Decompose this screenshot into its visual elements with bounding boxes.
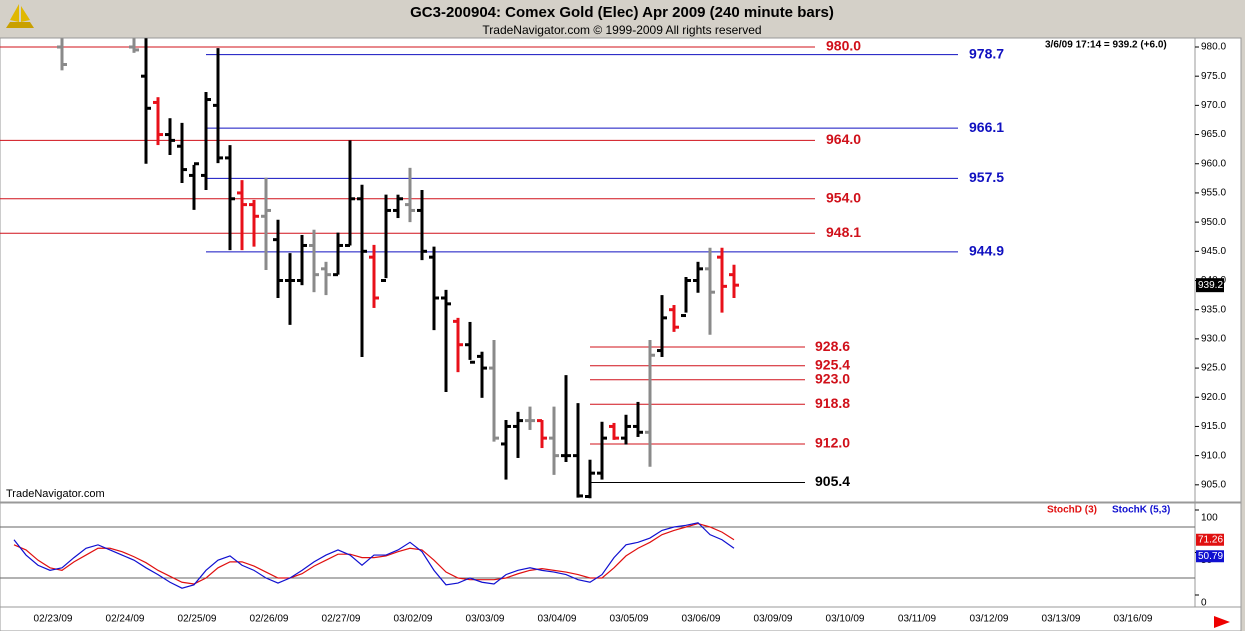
x-tick-label: 03/03/09 xyxy=(466,614,505,625)
last-value-box xyxy=(1196,550,1224,563)
level-label: 948.1 xyxy=(826,224,861,240)
y-tick-label: 950.0 xyxy=(1201,217,1226,228)
y-tick-label: 980.0 xyxy=(1201,42,1226,53)
level-label: 944.9 xyxy=(969,243,1004,259)
level-label: 957.5 xyxy=(969,169,1004,185)
x-tick-label: 02/26/09 xyxy=(250,614,289,625)
x-tick-label: 03/05/09 xyxy=(610,614,649,625)
date-strip xyxy=(0,606,1242,632)
level-label: 925.4 xyxy=(815,356,850,372)
y-tick-label: 915.0 xyxy=(1201,421,1226,432)
legend-entry: StochD (3) xyxy=(1047,505,1097,516)
y-tick-label: 965.0 xyxy=(1201,129,1226,140)
level-label: 928.6 xyxy=(815,338,850,354)
level-label: 954.0 xyxy=(826,189,861,205)
y-tick-label: 100 xyxy=(1201,513,1218,524)
level-label: 980.0 xyxy=(826,38,861,54)
x-tick-label: 03/10/09 xyxy=(826,614,865,625)
y-tick-label: 905.0 xyxy=(1201,479,1226,490)
watermark: TradeNavigator.com xyxy=(6,488,105,500)
logo xyxy=(6,4,34,28)
y-tick-label: 0 xyxy=(1201,598,1207,609)
subtitle: TradeNavigator.com © 1999-2009 All right… xyxy=(482,23,761,37)
quote: 3/6/09 17:14 = 939.2 (+6.0) xyxy=(1045,40,1167,51)
x-tick-label: 03/04/09 xyxy=(538,614,577,625)
last-value: 50.79 xyxy=(1198,551,1223,562)
level-label: 966.1 xyxy=(969,119,1004,135)
x-tick-label: 03/11/09 xyxy=(898,614,937,625)
y-tick-label: 945.0 xyxy=(1201,246,1226,257)
y-tick-label: 970.0 xyxy=(1201,100,1226,111)
y-tick-label: 920.0 xyxy=(1201,392,1226,403)
stoch-line xyxy=(13,522,735,585)
x-tick-label: 02/27/09 xyxy=(322,614,361,625)
y-tick-label: 975.0 xyxy=(1201,71,1226,82)
x-tick-label: 03/02/09 xyxy=(394,614,433,625)
x-tick-label: 03/12/09 xyxy=(970,614,1009,625)
x-tick-label: 03/13/09 xyxy=(1042,614,1081,625)
y-tick-label: 930.0 xyxy=(1201,334,1226,345)
x-tick-label: 03/16/09 xyxy=(1114,614,1153,625)
x-tick-label: 02/25/09 xyxy=(178,614,217,625)
level-label: 923.0 xyxy=(815,370,850,386)
last-value: 71.26 xyxy=(1198,534,1223,545)
level-label: 918.8 xyxy=(815,395,850,411)
level-label: 978.7 xyxy=(969,45,1004,61)
y-tick-label: 955.0 xyxy=(1201,188,1226,199)
price-pane xyxy=(0,37,1242,503)
y-tick-label: 960.0 xyxy=(1201,158,1226,169)
level-label: 912.0 xyxy=(815,435,850,451)
y-tick-label: 925.0 xyxy=(1201,363,1226,374)
y-tick-label: 910.0 xyxy=(1201,450,1226,461)
last-value-box xyxy=(1196,533,1224,546)
x-tick-label: 03/09/09 xyxy=(754,614,793,625)
scroll-arrow[interactable] xyxy=(1214,616,1230,628)
title: GC3-200904: Comex Gold (Elec) Apr 2009 (… xyxy=(410,4,834,21)
stoch-line xyxy=(13,522,735,589)
x-tick-label: 03/06/09 xyxy=(682,614,721,625)
y-tick-label: 935.0 xyxy=(1201,304,1226,315)
last-price-box xyxy=(1196,278,1224,293)
x-tick-label: 02/24/09 xyxy=(106,614,145,625)
stoch-pane xyxy=(0,502,1242,608)
level-label: 905.4 xyxy=(815,473,850,489)
last-price: 939.2 xyxy=(1198,280,1223,291)
level-label: 964.0 xyxy=(826,131,861,147)
legend-entry: StochK (5,3) xyxy=(1112,505,1170,516)
x-tick-label: 02/23/09 xyxy=(34,614,73,625)
